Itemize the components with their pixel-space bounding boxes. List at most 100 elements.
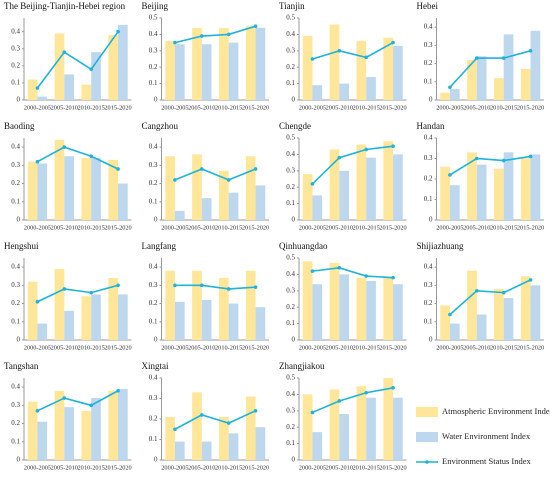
bar [467,152,477,220]
status-point [226,32,231,37]
y-tick-label: 0.2 [286,183,295,191]
bar [530,30,541,101]
bar [503,152,514,220]
bar [37,96,48,100]
bar [312,432,323,460]
bar [219,170,229,220]
status-point [200,283,204,288]
status-point [62,287,67,291]
y-tick-label: 0.1 [149,79,158,87]
x-tick-label: 2010-2015 [78,224,105,231]
status-point [173,178,177,182]
bar [366,77,376,100]
status-line [312,41,394,60]
panel-title: Langfang [142,241,177,251]
bar [192,270,202,340]
y-tick-label: 0.4 [424,134,433,142]
y-tick-label: 0.2 [424,299,433,307]
x-tick-label: 2000-2005 [161,104,188,111]
x-tick-label: 2005-2010 [463,104,490,111]
status-point [173,283,177,288]
bar [366,280,376,340]
bar [118,24,128,100]
x-tick-label: 2005-2010 [51,224,78,231]
bar [201,198,212,220]
bar [118,183,128,220]
status-point [253,285,258,289]
status-point [448,312,452,317]
bar [219,27,229,101]
bar [356,40,367,100]
bar [255,185,266,220]
status-point [501,56,506,60]
x-tick-label: 2005-2010 [188,344,215,351]
bar [339,83,349,100]
x-tick-label: 2015-2020 [104,224,131,231]
status-point [89,67,93,72]
status-point [475,56,479,60]
bar [302,394,313,460]
x-tick-label: 2015-2020 [517,344,544,351]
bar [64,407,74,460]
y-tick-label: 0.1 [286,199,295,207]
status-line [37,284,119,303]
x-tick-label: 2005-2010 [51,104,78,111]
bar [174,441,185,460]
status-point [337,155,342,160]
status-line [174,25,256,44]
x-tick-label: 2000-2005 [436,224,463,231]
bar [219,416,229,460]
x-tick-label: 2005-2010 [326,104,353,111]
bar [476,164,487,220]
y-tick-label: 0.1 [11,437,20,445]
bar [383,378,394,460]
status-point [200,34,204,38]
bar [312,85,323,100]
status-point [89,154,93,159]
bar [91,52,101,100]
bar [81,84,92,100]
bar [245,396,256,460]
bar [312,284,323,340]
bar [245,26,256,101]
bar [449,323,460,340]
x-tick-label: 2015-2020 [379,464,406,471]
status-line [37,390,119,412]
y-tick-label: 0 [429,216,433,224]
y-tick-label: 0.2 [11,419,20,427]
status-point [364,274,368,278]
bar [81,158,92,220]
bar [393,284,403,340]
status-point [364,147,368,152]
y-tick-label: 0.3 [286,406,295,414]
panel-title: Xingtai [142,361,169,371]
bar [383,141,394,220]
status-point [391,275,395,280]
y-tick-label: 0.1 [286,79,295,87]
status-point [475,289,479,293]
bar [27,401,38,460]
bar [108,390,119,460]
status-point [62,50,67,54]
y-tick-label: 0.3 [424,281,433,289]
y-tick-label: 0.4 [149,263,158,271]
status-point [173,40,177,45]
x-tick-label: 2005-2010 [51,344,78,351]
status-point [391,386,395,390]
status-point [501,290,506,295]
status-point [337,49,342,53]
x-tick-label: 2010-2015 [215,224,242,231]
x-tick-label: 2000-2005 [161,464,188,471]
y-tick-label: 0 [154,216,158,224]
panel-title: Cangzhou [142,121,179,131]
y-tick-label: 0.1 [11,197,20,205]
bar [339,170,349,220]
legend-label: Atmospheric Environment Index [442,406,550,416]
x-tick-label: 2010-2015 [78,344,105,351]
y-tick-label: 0.5 [149,14,158,22]
bar [219,278,229,340]
x-tick-label: 2015-2020 [379,224,406,231]
y-tick-label: 0.2 [286,423,295,431]
bar [476,314,487,340]
